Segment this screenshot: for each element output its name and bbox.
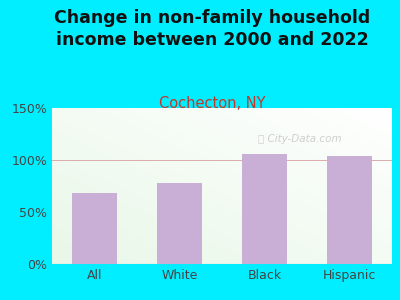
Text: Change in non-family household
income between 2000 and 2022: Change in non-family household income be… xyxy=(54,9,370,49)
Bar xyxy=(242,154,286,264)
Bar xyxy=(158,183,202,264)
Bar xyxy=(327,156,372,264)
Text: ⓘ City-Data.com: ⓘ City-Data.com xyxy=(258,134,342,144)
Text: Cochecton, NY: Cochecton, NY xyxy=(159,96,265,111)
Bar xyxy=(72,193,117,264)
